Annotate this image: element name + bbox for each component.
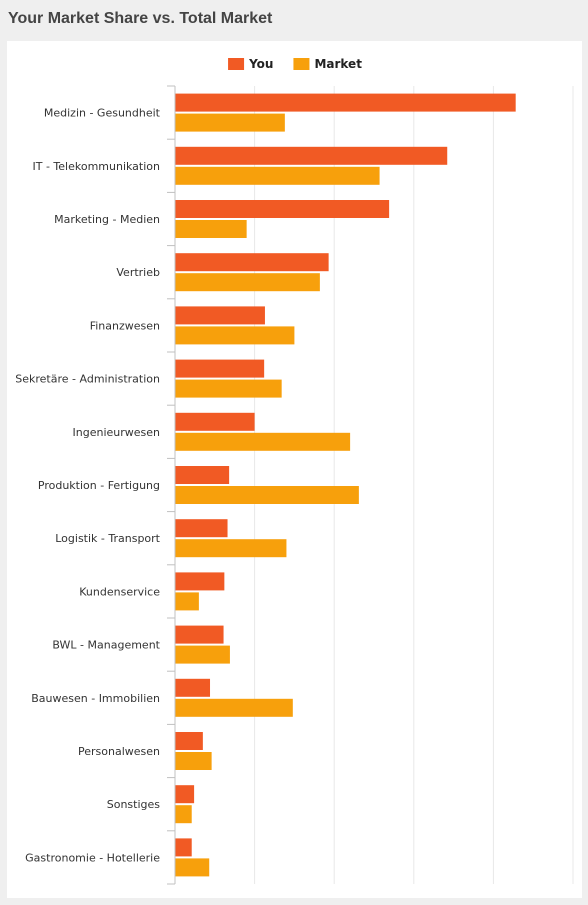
category-label: Logistik - Transport — [55, 532, 160, 545]
legend-item-market[interactable]: Market — [293, 57, 362, 71]
bar-you[interactable] — [175, 838, 192, 857]
bar-you[interactable] — [175, 785, 195, 804]
category-label: Ingenieurwesen — [73, 426, 161, 439]
category-label: Kundenservice — [79, 585, 160, 598]
bar-market[interactable] — [175, 805, 192, 824]
legend-label: You — [248, 57, 273, 71]
category-label: Sonstiges — [107, 798, 161, 811]
bar-market[interactable] — [175, 645, 230, 664]
bar-you[interactable] — [175, 200, 390, 218]
category-label: Finanzwesen — [90, 319, 160, 332]
category-label: Gastronomie - Hotellerie — [25, 851, 160, 864]
bar-layer — [175, 93, 516, 877]
bar-you[interactable] — [175, 306, 265, 325]
market-share-chart: Medizin - Gesundheit IT - Telekommunikati… — [15, 57, 574, 885]
bar-market[interactable] — [175, 432, 351, 451]
bar-market[interactable] — [175, 326, 295, 345]
bar-market[interactable] — [175, 752, 212, 770]
bar-you[interactable] — [175, 732, 203, 750]
legend-swatch — [293, 58, 310, 70]
category-label: IT - Telekommunikation — [33, 160, 161, 173]
bar-market[interactable] — [175, 273, 320, 292]
grid-layer — [254, 86, 574, 884]
bar-you[interactable] — [175, 359, 265, 378]
label-layer: Medizin - Gesundheit IT - Telekommunikati… — [15, 107, 160, 865]
bar-you[interactable] — [175, 253, 329, 272]
category-label: Marketing - Medien — [54, 213, 160, 226]
category-label: Personalwesen — [78, 745, 160, 758]
category-label: Bauwesen - Immobilien — [31, 692, 160, 705]
category-label: Sekretäre - Administration — [15, 373, 160, 386]
bar-market[interactable] — [175, 539, 287, 558]
legend[interactable]: You Market — [228, 57, 362, 71]
widget-title: Your Market Share vs. Total Market — [8, 10, 273, 27]
bar-you[interactable] — [175, 93, 516, 112]
bar-market[interactable] — [175, 698, 293, 717]
bar-market[interactable] — [175, 220, 247, 238]
bar-market[interactable] — [175, 113, 285, 132]
bar-market[interactable] — [175, 486, 359, 504]
bar-you[interactable] — [175, 625, 224, 644]
category-label: Medizin - Gesundheit — [44, 107, 161, 120]
bar-you[interactable] — [175, 572, 225, 591]
bar-market[interactable] — [175, 166, 380, 185]
category-label: Produktion - Fertigung — [38, 479, 160, 492]
bar-you[interactable] — [175, 678, 211, 697]
bar-you[interactable] — [175, 466, 230, 484]
legend-label: Market — [314, 57, 362, 71]
bar-market[interactable] — [175, 858, 210, 877]
bar-you[interactable] — [175, 412, 255, 431]
bar-market[interactable] — [175, 379, 282, 398]
bar-you[interactable] — [175, 146, 448, 165]
bar-you[interactable] — [175, 519, 228, 538]
bar-market[interactable] — [175, 592, 199, 611]
category-label: Vertrieb — [116, 266, 160, 279]
chart-panel: Medizin - Gesundheit IT - Telekommunikati… — [7, 41, 582, 898]
legend-item-you[interactable]: You — [228, 57, 273, 71]
legend-swatch — [228, 58, 245, 70]
axis-layer — [167, 85, 176, 885]
category-label: BWL - Management — [52, 639, 160, 652]
